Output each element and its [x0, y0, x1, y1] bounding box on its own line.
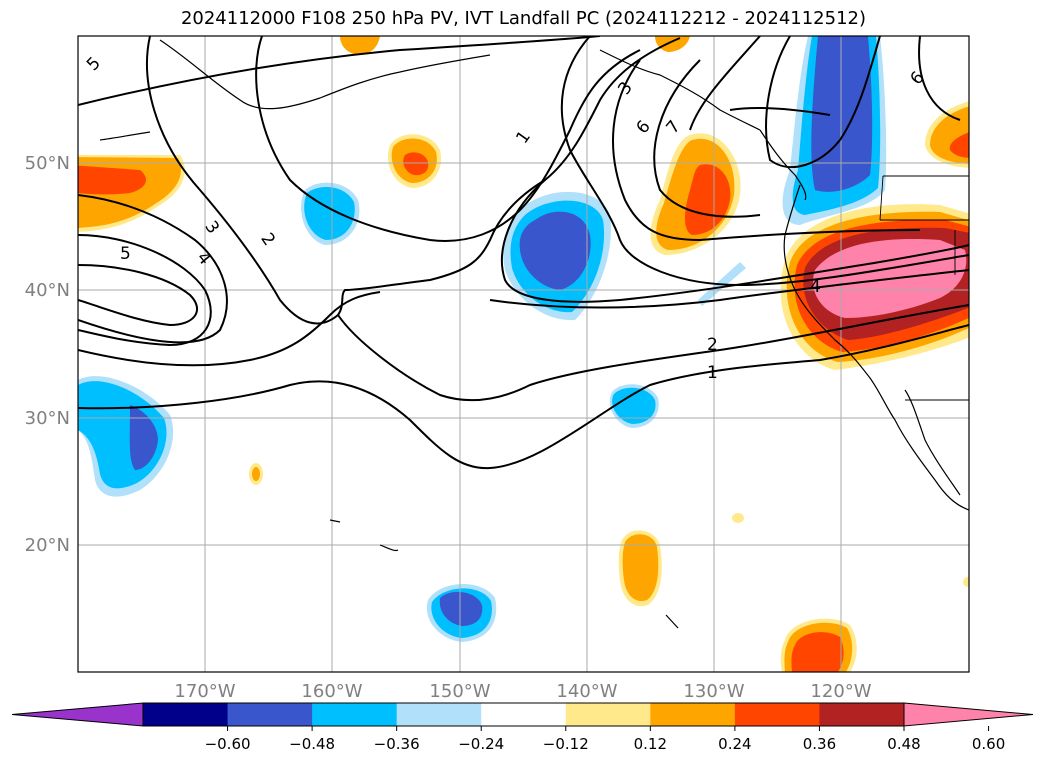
- contour-label: 2: [707, 335, 718, 355]
- colorbar-segment: [481, 703, 567, 726]
- colorbar-extend-high: [903, 702, 1034, 727]
- positive-anomaly-gulf-of-alaska: [387, 134, 442, 188]
- contour-label: 4: [810, 277, 821, 297]
- lon-label: 160°W: [301, 681, 362, 702]
- figure-title: 2024112000 F108 250 hPa PV, IVT Landfall…: [180, 8, 867, 29]
- negative-anomaly-central-pacific: [503, 191, 611, 321]
- borders: [879, 175, 969, 401]
- lat-axis-labels: 50°N 40°N 30°N 20°N: [25, 153, 70, 556]
- colorbar-segment: [227, 703, 313, 726]
- contour-label: 5: [120, 244, 131, 264]
- pv-contours: [78, 36, 969, 470]
- positive-anomaly-northeast: [925, 101, 969, 168]
- colorbar: −0.60 −0.48 −0.36 −0.24 −0.12 0.12 0.24 0.36 0.4…: [11, 702, 1034, 753]
- colorbar-segment: [565, 703, 651, 726]
- positive-anomaly-small-1-core: [252, 467, 260, 481]
- lat-label: 40°N: [25, 280, 70, 301]
- colorbar-segment: [819, 703, 905, 726]
- positive-anomaly-offshore: [650, 133, 741, 255]
- lat-label: 50°N: [25, 153, 70, 174]
- lat-label: 20°N: [25, 535, 70, 556]
- positive-anomaly-top-1: [340, 36, 380, 55]
- colorbar-tick-label: 0.36: [803, 735, 836, 753]
- positive-anomaly-top-2: [655, 36, 690, 52]
- lon-label: 130°W: [683, 681, 744, 702]
- colorbar-segment: [312, 703, 398, 726]
- colorbar-tick-label: −0.60: [205, 735, 251, 753]
- lon-label: 140°W: [556, 681, 617, 702]
- colorbar-tick-label: 0.48: [887, 735, 920, 753]
- colorbar-frame: [142, 702, 905, 727]
- lon-axis-labels: 170°W 160°W 150°W 140°W 130°W 120°W: [174, 681, 871, 702]
- colorbar-tick-label: −0.36: [374, 735, 420, 753]
- colorbar-tick-label: 0.12: [634, 735, 667, 753]
- map-frame: [77, 35, 970, 673]
- positive-anomaly-bottom: [780, 618, 857, 672]
- map-plot: 5 3 2 4 5 1 3 6 7 2 1 4 6: [78, 36, 969, 672]
- colorbar-segment: [650, 703, 736, 726]
- lon-label: 150°W: [429, 681, 490, 702]
- contour-label: 1: [707, 363, 718, 383]
- colorbar-segment: [143, 703, 229, 726]
- positive-anomaly-small-3: [963, 577, 969, 587]
- positive-anomaly-small-2: [732, 513, 744, 523]
- negative-anomaly-subtropics-central: [609, 384, 659, 428]
- colorbar-tick-label: −0.24: [458, 735, 504, 753]
- negative-anomaly-hawaii-south: [426, 583, 497, 642]
- gridlines: [78, 36, 969, 672]
- coastlines: [99, 39, 969, 629]
- lon-label: 170°W: [174, 681, 235, 702]
- colorbar-tick-label: −0.48: [289, 735, 335, 753]
- colorbar-extend-low: [11, 702, 144, 727]
- colorbar-segment: [396, 703, 482, 726]
- positive-anomaly-subtropics-east: [618, 530, 662, 607]
- colorbar-segment: [734, 703, 820, 726]
- positive-anomaly-west-edge: [78, 155, 185, 232]
- colorbar-tick-label: −0.12: [543, 735, 589, 753]
- lat-label: 30°N: [25, 408, 70, 429]
- colorbar-tick-label: 0.60: [972, 735, 1005, 753]
- lon-label: 120°W: [810, 681, 871, 702]
- colorbar-tick-label: 0.24: [718, 735, 751, 753]
